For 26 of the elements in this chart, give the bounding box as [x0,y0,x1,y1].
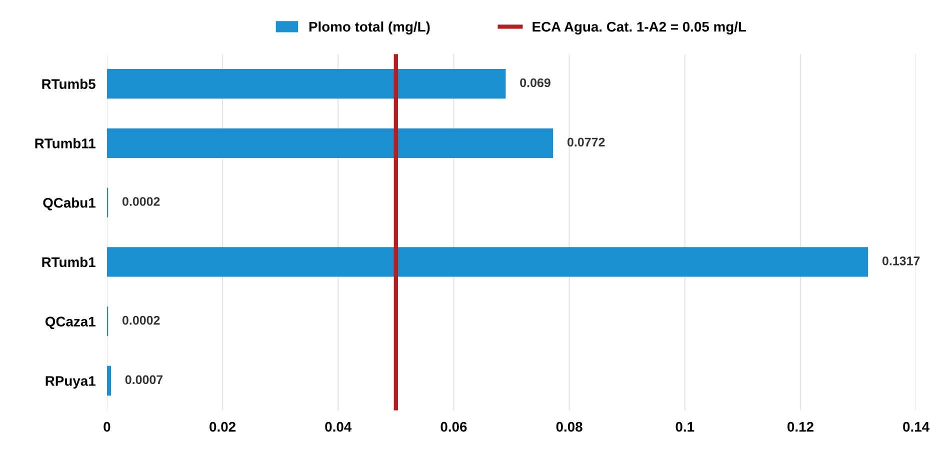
legend-label: ECA Agua. Cat. 1-A2 = 0.05 mg/L [532,21,746,34]
y-tick-label: RPuya1 [46,376,96,389]
x-tick-label: 0.14 [903,422,930,432]
x-tick-label: 0.06 [440,422,467,432]
x-tick-label: 0.1 [676,422,694,432]
x-tick-label: 0.04 [325,422,352,432]
y-tick-label: QCaza1 [45,316,96,330]
data-label: 0.0002 [122,197,160,206]
x-tick-label: 0.08 [556,422,582,432]
x-tick-label: 0.12 [788,422,814,432]
y-tick-label: RTumb5 [42,78,96,89]
y-tick-label: QCabu1 [43,198,96,210]
legend-label: Plomo total (mg/L) [309,21,430,34]
bar [106,68,506,99]
bar [106,247,868,277]
x-tick-label: 0.02 [210,422,236,432]
data-label: 0.1317 [882,256,920,266]
y-tick-label: RTumb1 [42,256,96,268]
data-label: 0.0007 [125,375,163,384]
data-label: 0.069 [520,78,550,88]
x-tick-label: 0 [104,422,110,432]
data-label: 0.0772 [567,138,605,147]
bar [106,366,111,396]
data-label: 0.0002 [122,316,160,325]
bar [106,128,554,158]
y-tick-label: RTumb11 [35,138,96,148]
